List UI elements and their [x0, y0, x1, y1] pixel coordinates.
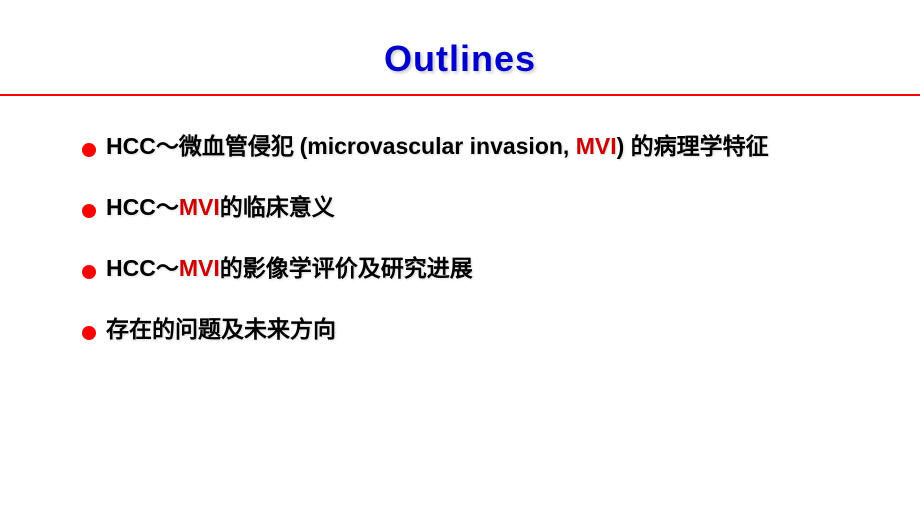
bullet-icon — [82, 204, 96, 218]
bullet-icon — [82, 265, 96, 279]
list-item: 存在的问题及未来方向 — [82, 314, 880, 346]
title-divider — [0, 94, 920, 96]
outline-list: HCC～微血管侵犯 (microvascular invasion, MVI) … — [0, 130, 920, 346]
bullet-icon — [82, 326, 96, 340]
bullet-text-1: HCC～MVI的临床意义 — [106, 191, 335, 224]
list-item: HCC～微血管侵犯 (microvascular invasion, MVI) … — [82, 130, 880, 163]
bullet-text-3: 存在的问题及未来方向 — [106, 314, 336, 346]
bullet-text-0: HCC～微血管侵犯 (microvascular invasion, MVI) … — [106, 130, 769, 163]
bullet-icon — [82, 143, 96, 157]
list-item: HCC～MVI的影像学评价及研究进展 — [82, 252, 880, 285]
slide-container: Outlines HCC～微血管侵犯 (microvascular invasi… — [0, 0, 920, 518]
slide-title: Outlines — [0, 38, 920, 80]
list-item: HCC～MVI的临床意义 — [82, 191, 880, 224]
bullet-text-2: HCC～MVI的影像学评价及研究进展 — [106, 252, 473, 285]
